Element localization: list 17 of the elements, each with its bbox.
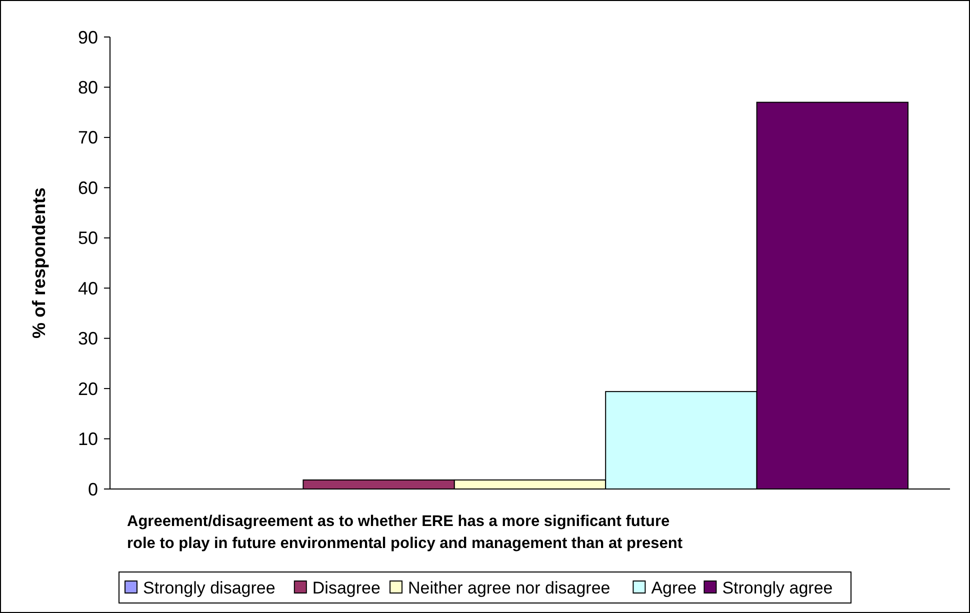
legend-label: Agree: [651, 578, 697, 598]
y-axis-title: % of respondents: [29, 187, 49, 339]
legend-label: Disagree: [312, 578, 380, 598]
legend-label: Strongly agree: [722, 578, 833, 598]
y-tick-label: 50: [78, 228, 98, 248]
legend-label: Strongly disagree: [143, 578, 276, 598]
y-tick-label: 20: [78, 378, 98, 399]
y-tick-label: 10: [78, 429, 98, 450]
y-tick-label: 90: [78, 27, 98, 48]
y-tick-label: 40: [78, 278, 98, 298]
x-axis-title: Agreement/disagreement as to whether ERE has a more significant future role to play in future environmental policy and management than at present: [127, 513, 683, 552]
y-tick-label: 30: [78, 328, 98, 349]
y-tick-label: 70: [78, 128, 98, 148]
y-tick-label: 80: [78, 78, 98, 98]
y-tick-label: 0: [88, 479, 98, 500]
y-tick-label: 60: [78, 178, 98, 198]
legend-label: Neither agree nor disagree: [408, 578, 610, 598]
